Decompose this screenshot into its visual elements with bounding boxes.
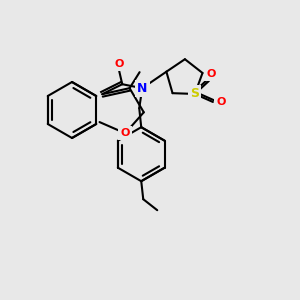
Text: O: O (216, 97, 226, 107)
Text: O: O (115, 59, 124, 69)
Text: S: S (190, 88, 200, 100)
Text: O: O (206, 69, 216, 79)
Text: O: O (121, 128, 130, 138)
Text: N: N (137, 82, 147, 95)
